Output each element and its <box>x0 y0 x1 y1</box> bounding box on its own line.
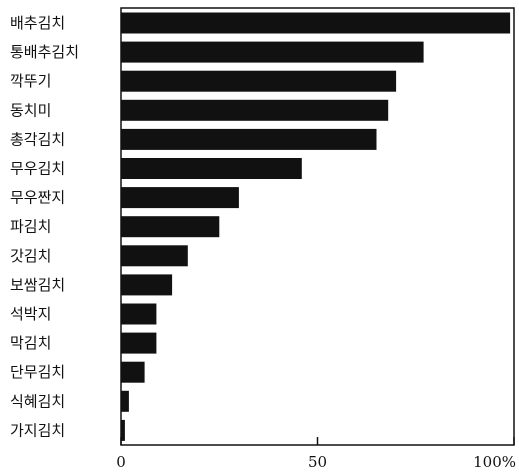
category-label-0: 배추김치 <box>10 14 65 32</box>
bar-13 <box>121 390 129 412</box>
bar-8 <box>121 245 188 267</box>
category-label-1: 통배추김치 <box>10 43 79 61</box>
bar-7 <box>121 216 220 238</box>
x-tick-label-1: 50 <box>308 453 327 471</box>
category-label-10: 석박지 <box>10 305 51 323</box>
bar-2 <box>121 70 397 92</box>
bar-10 <box>121 303 157 325</box>
category-label-3: 동치미 <box>10 101 51 119</box>
bar-0 <box>121 12 511 34</box>
bar-4 <box>121 128 377 150</box>
bar-3 <box>121 99 389 121</box>
bar-group <box>121 12 511 441</box>
bar-6 <box>121 187 239 209</box>
x-tick-label-0: 0 <box>116 453 126 471</box>
bar-11 <box>121 332 157 354</box>
category-label-11: 막김치 <box>10 334 51 352</box>
bar-9 <box>121 274 173 296</box>
bar-5 <box>121 158 302 179</box>
category-label-14: 가지김치 <box>10 421 65 439</box>
category-label-12: 단무김치 <box>10 363 65 381</box>
category-label-6: 무우짠지 <box>10 189 65 207</box>
bar-1 <box>121 41 424 63</box>
category-label-5: 무우김치 <box>10 160 65 178</box>
category-label-group: 배추김치통배추김치깍뚜기동치미총각김치무우김치무우짠지파김치갓김치보쌈김치석박지… <box>10 14 79 439</box>
category-label-4: 총각김치 <box>10 130 65 148</box>
category-label-9: 보쌈김치 <box>10 276 65 294</box>
bar-14 <box>121 419 125 441</box>
category-label-8: 갓김치 <box>10 247 51 265</box>
category-label-7: 파김치 <box>10 218 51 236</box>
category-label-2: 깍뚜기 <box>10 72 51 90</box>
bar-12 <box>121 361 145 383</box>
x-axis-ticks: 0 50 100% <box>116 437 516 471</box>
category-label-13: 식혜김치 <box>10 392 65 410</box>
x-tick-label-2: 100% <box>473 453 516 471</box>
